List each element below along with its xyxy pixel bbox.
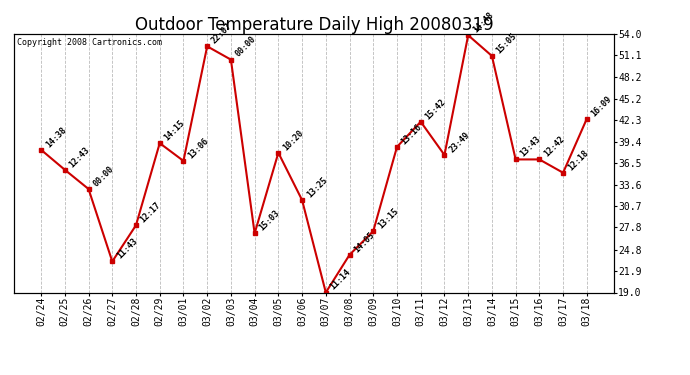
Text: 23:49: 23:49 bbox=[447, 130, 471, 154]
Text: 11:14: 11:14 bbox=[328, 268, 353, 292]
Text: 14:15: 14:15 bbox=[163, 118, 186, 142]
Text: 12:18: 12:18 bbox=[566, 148, 590, 172]
Text: 14:38: 14:38 bbox=[44, 125, 68, 149]
Text: 13:15: 13:15 bbox=[376, 206, 400, 230]
Text: 14:48: 14:48 bbox=[471, 10, 495, 34]
Text: 15:03: 15:03 bbox=[257, 209, 282, 232]
Text: 00:00: 00:00 bbox=[234, 35, 258, 59]
Text: 00:00: 00:00 bbox=[91, 164, 115, 188]
Text: 13:25: 13:25 bbox=[305, 175, 329, 199]
Text: 13:43: 13:43 bbox=[518, 135, 542, 159]
Text: 10:20: 10:20 bbox=[281, 128, 305, 152]
Text: 22:07: 22:07 bbox=[210, 21, 234, 45]
Text: Copyright 2008 Cartronics.com: Copyright 2008 Cartronics.com bbox=[17, 38, 161, 46]
Text: 12:17: 12:17 bbox=[139, 200, 163, 225]
Text: 16:09: 16:09 bbox=[589, 94, 613, 118]
Text: 15:42: 15:42 bbox=[424, 97, 448, 121]
Text: 13:16: 13:16 bbox=[400, 122, 424, 146]
Text: 13:06: 13:06 bbox=[186, 136, 210, 160]
Text: 14:05: 14:05 bbox=[353, 230, 376, 254]
Text: 11:43: 11:43 bbox=[115, 237, 139, 261]
Text: 12:42: 12:42 bbox=[542, 135, 566, 159]
Title: Outdoor Temperature Daily High 20080319: Outdoor Temperature Daily High 20080319 bbox=[135, 16, 493, 34]
Text: 15:05: 15:05 bbox=[495, 31, 519, 55]
Text: 12:43: 12:43 bbox=[68, 145, 92, 169]
